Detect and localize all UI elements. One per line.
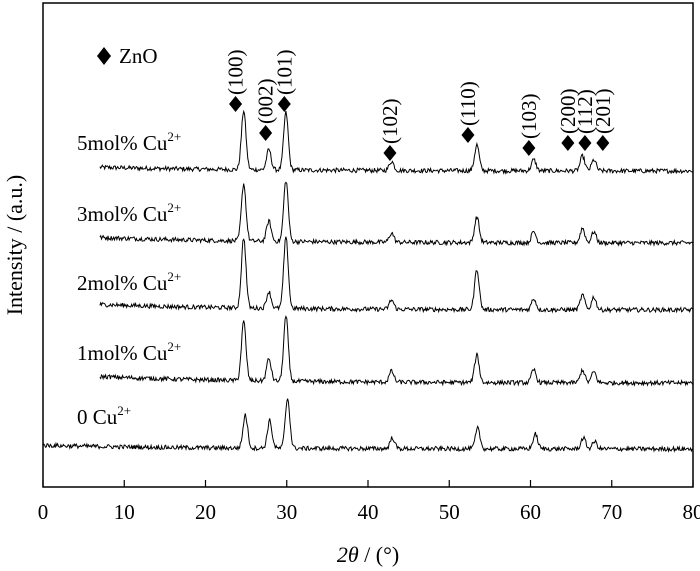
x-axis-label: 2θ / (°) <box>337 542 399 567</box>
peak-label: (002) <box>254 79 278 125</box>
x-tick-label: 60 <box>520 500 541 524</box>
series-line <box>99 109 694 175</box>
peak-diamond-marker <box>596 135 610 151</box>
peak-diamond-marker <box>259 125 273 141</box>
peak-diamond-marker <box>277 96 291 112</box>
peak-diamond-marker <box>229 96 243 112</box>
peak-diamond-marker <box>383 145 397 161</box>
series-label: 3mol% Cu2+ <box>77 200 181 226</box>
legend-diamond-marker <box>97 47 111 65</box>
peak-label: (102) <box>378 99 402 145</box>
x-tick-label: 70 <box>601 500 622 524</box>
series-labels: 5mol% Cu2+ 3mol% Cu2+ 2mol% Cu2+ 1mol% Cu2+… <box>77 129 181 429</box>
series-line <box>99 181 694 247</box>
x-tick-label: 80 <box>683 500 700 524</box>
series-line <box>99 315 694 387</box>
series-traces <box>42 109 694 453</box>
series-line <box>99 236 694 314</box>
series-label: 1mol% Cu2+ <box>77 339 181 365</box>
peak-diamond-marker <box>522 140 536 156</box>
peak-label: (100) <box>224 50 248 96</box>
series-line <box>42 398 694 453</box>
peak-label: (112) <box>573 89 597 134</box>
legend-label: ZnO <box>119 44 158 68</box>
x-axis-ticks: 0 10 20 30 40 50 60 70 80 <box>38 480 700 524</box>
peak-diamond-marker <box>578 135 592 151</box>
series-label: 0 Cu2+ <box>77 403 131 429</box>
peak-label: (101) <box>272 50 296 96</box>
x-tick-label: 50 <box>439 500 460 524</box>
x-tick-label: 0 <box>38 500 49 524</box>
x-tick-label: 30 <box>276 500 297 524</box>
series-label: 2mol% Cu2+ <box>77 269 181 295</box>
peak-diamond-marker <box>461 127 475 143</box>
peak-diamond-marker <box>561 135 575 151</box>
y-axis-label: Intensity / (a.u.) <box>2 175 27 316</box>
x-tick-label: 10 <box>114 500 135 524</box>
peak-label: (200) <box>556 89 580 135</box>
x-tick-label: 40 <box>358 500 379 524</box>
x-tick-label: 20 <box>195 500 216 524</box>
legend: ZnO <box>97 44 158 68</box>
peak-label: (110) <box>456 81 480 126</box>
peak-label: (103) <box>517 94 541 140</box>
peak-annotations: (100)(002)(101) (102) (110) (103) (200)(112)… <box>224 50 615 161</box>
series-label: 5mol% Cu2+ <box>77 129 181 155</box>
peak-label: (201) <box>591 89 615 135</box>
